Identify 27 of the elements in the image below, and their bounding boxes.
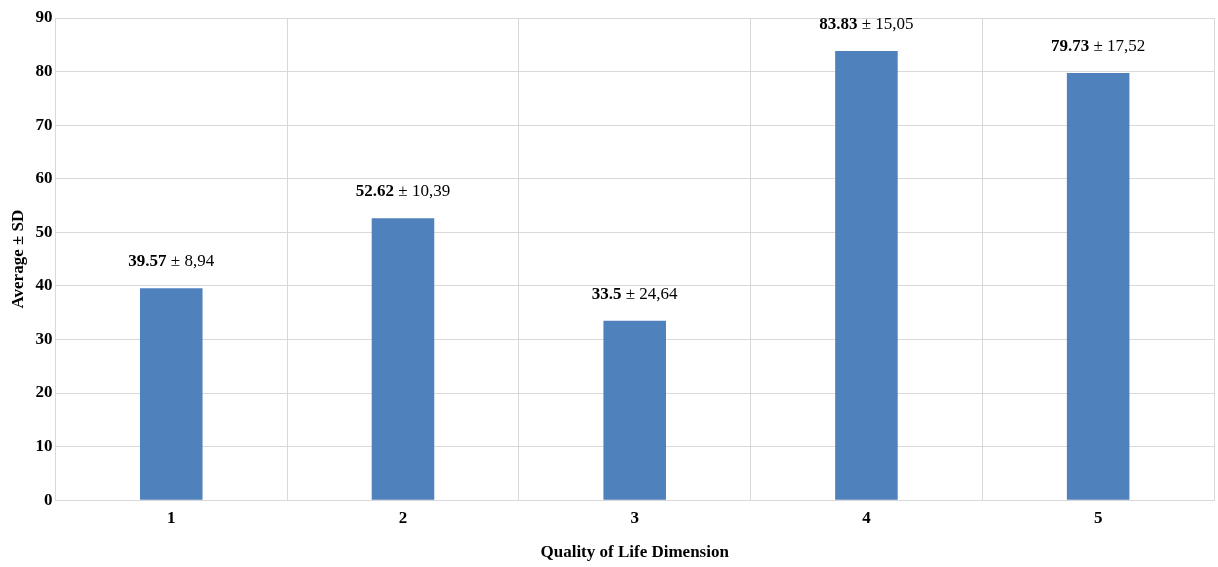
y-tick-label: 50 <box>35 221 53 241</box>
y-axis-title: Average ± SD <box>7 209 27 309</box>
x-tick-label: 1 <box>167 507 176 527</box>
data-label: 39.57 ± 8,94 <box>128 251 215 271</box>
bar <box>139 288 203 500</box>
bar <box>603 320 666 500</box>
y-tick-label: 80 <box>35 60 53 80</box>
y-tick-label: 40 <box>35 275 53 295</box>
y-tick-label: 30 <box>35 328 53 348</box>
y-tick-label: 60 <box>35 168 53 188</box>
y-tick-label: 90 <box>35 7 53 27</box>
x-tick-label: 4 <box>862 507 872 527</box>
y-tick-label: 0 <box>43 489 53 509</box>
x-tick-label: 5 <box>1093 507 1103 527</box>
x-tick-label: 2 <box>398 507 408 527</box>
data-label: 52.62 ± 10,39 <box>355 181 451 201</box>
y-tick-label: 10 <box>35 436 53 456</box>
y-tick-label: 70 <box>35 114 53 134</box>
data-label: 79.73 ± 17,52 <box>1050 35 1146 55</box>
x-tick-label: 3 <box>630 507 639 527</box>
bar <box>835 51 898 500</box>
data-label: 33.5 ± 24,64 <box>591 283 679 303</box>
bar <box>1066 73 1130 500</box>
bar <box>371 218 435 500</box>
y-tick-label: 20 <box>35 382 53 402</box>
x-axis-title: Quality of Life Dimension <box>540 542 730 562</box>
data-label: 83.83 ± 15,05 <box>819 13 914 34</box>
